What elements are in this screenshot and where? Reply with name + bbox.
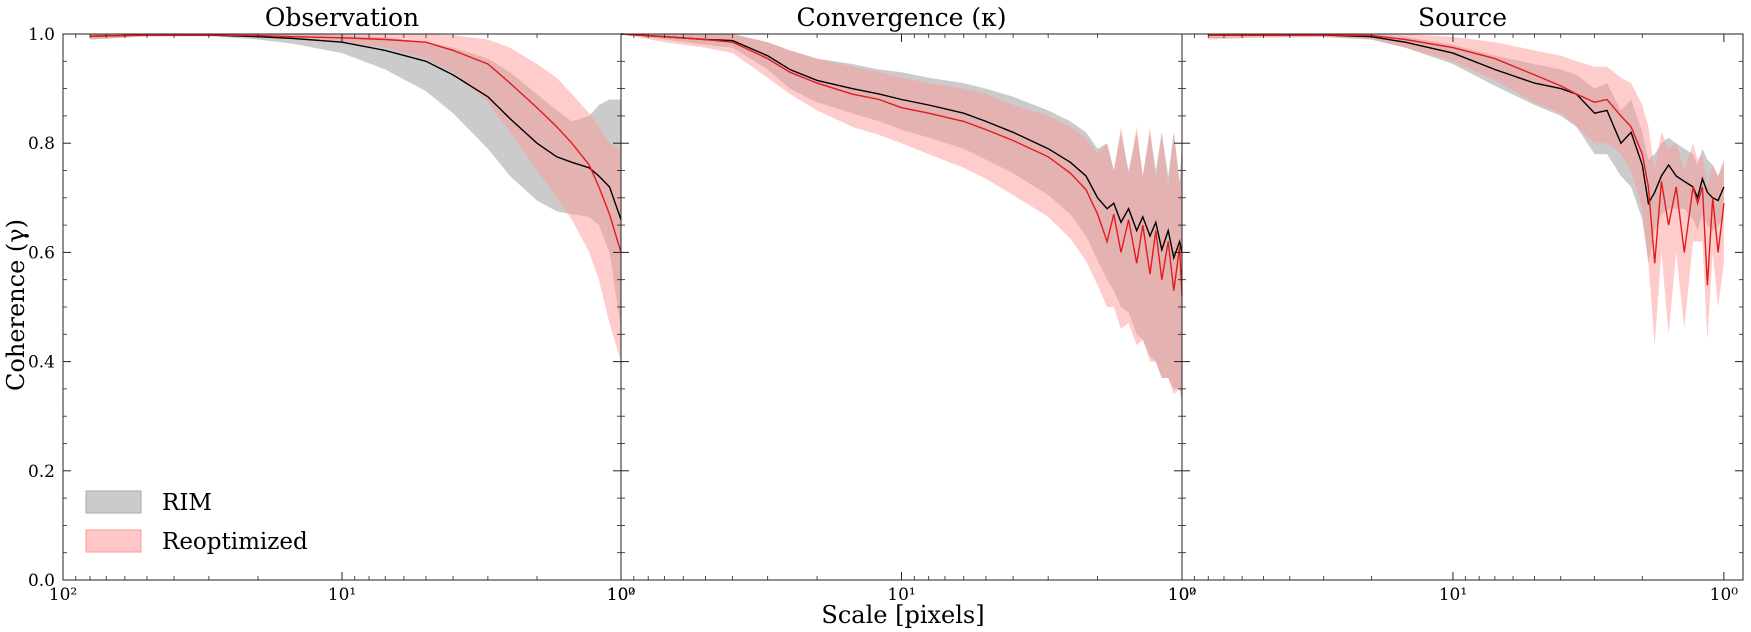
x-tick-label: 10⁰ [1710,585,1739,605]
line-rim [1208,34,1725,206]
y-tick-label: 1.0 [28,25,55,45]
x-tick-label: 10¹ [887,585,915,605]
panel-title: Source [1418,3,1507,32]
legend: RIM Reoptimized [85,490,308,555]
y-tick-label: 0.4 [28,353,55,373]
x-tick-label: 10² [607,585,635,605]
line-reoptimized [89,34,622,253]
axes-frame [1181,33,1744,581]
band-reoptimized [1208,34,1724,346]
y-tick-label: 0.6 [28,243,55,263]
legend-label-rim: RIM [162,490,212,516]
legend-swatch-rim [85,490,142,514]
panel-title: Observation [265,3,419,32]
panels: 10² 10¹ 10⁰0.00.20.40.60.81.0Observation10… [28,3,1744,605]
band-reoptimized [621,34,1182,406]
x-tick-label: 10⁰ [1168,585,1197,605]
x-tick-label: 10⁰ [607,585,636,605]
y-axis-label: Coherence (γ) [2,219,30,391]
x-axis-label: Scale [pixels] [821,601,984,629]
x-tick-label: 10² [49,585,77,605]
panel-1: 10² 10¹ 10⁰ 0.0 0.2 0.4 0.6 0.8 1.0 Observation [28,3,635,605]
x-tick-label: 10² [1168,585,1196,605]
legend-swatch-reoptimized [85,529,142,553]
line-reoptimized [1208,34,1725,286]
legend-label-reoptimized: Reoptimized [162,529,308,555]
panel-title: Convergence (κ) [797,3,1007,32]
x-tick-label: 10¹ [1439,585,1467,605]
line-rim [620,33,1183,261]
panel-2: 10² 10¹ 10⁰ Convergence (κ) [607,3,1197,605]
panel-3: 10² 10¹ 10⁰ Source [1168,3,1744,605]
y-tick-label: 0.0 [28,571,55,591]
line-reoptimized [620,33,1183,297]
band-rim [90,34,621,329]
y-tick-label: 0.8 [28,134,55,154]
x-tick-label: 10¹ [328,585,356,605]
y-tick-label: 0.2 [28,462,55,482]
